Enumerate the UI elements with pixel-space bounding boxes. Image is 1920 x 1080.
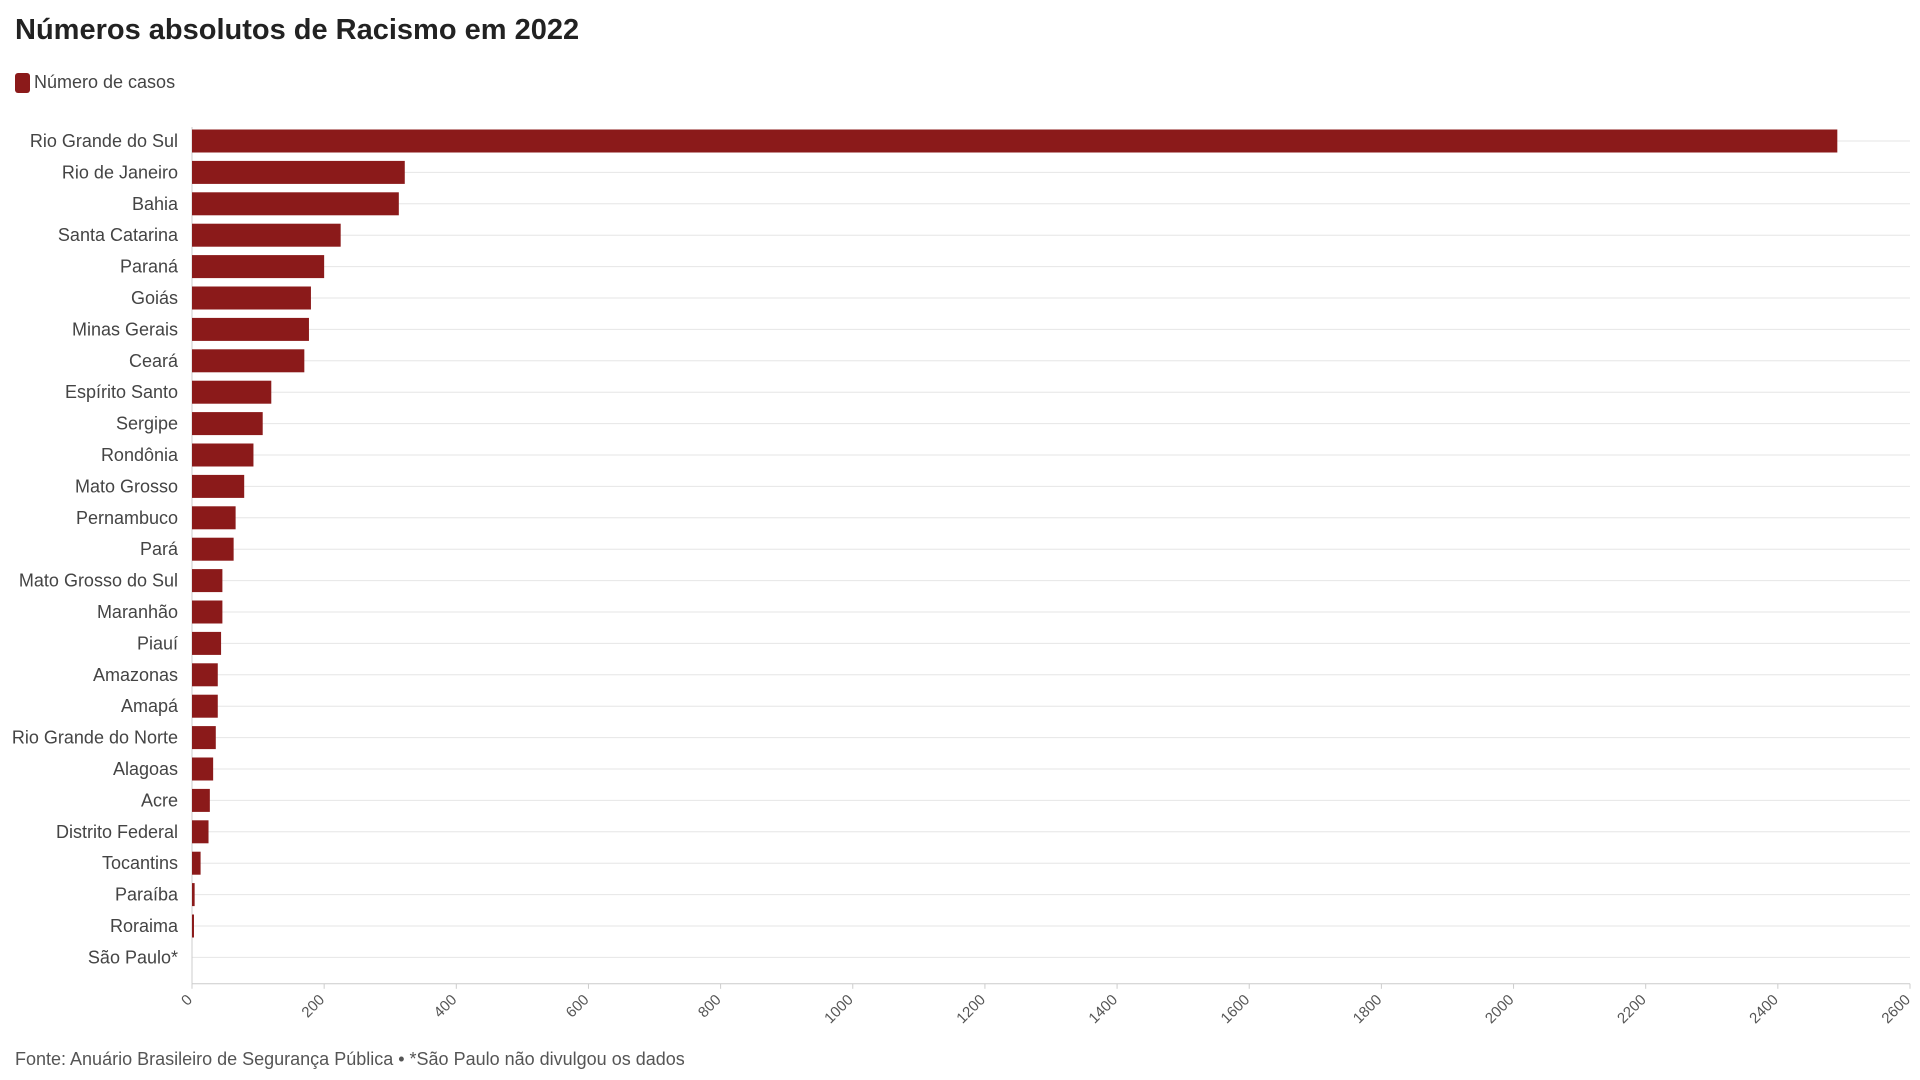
- bar-para-ba: [192, 883, 195, 907]
- legend-label: Número de casos: [34, 72, 176, 92]
- bar-pernambuco: [192, 506, 236, 530]
- bar-mato-grosso-do-sul: [192, 569, 223, 593]
- bar-chart: Rio Grande do Sul Rio de Janeiro Bahia Sant…: [12, 127, 1914, 1027]
- bar-roraima: [192, 914, 194, 938]
- bar-paran-: [192, 255, 325, 279]
- x-tick-label: 2000: [1482, 991, 1518, 1027]
- x-tick-label: 200: [298, 991, 328, 1021]
- bar-santa-catarina: [192, 223, 341, 247]
- category-label: Goiás: [131, 288, 178, 308]
- category-label: Sergipe: [116, 414, 178, 434]
- bar-piau-: [192, 631, 222, 655]
- x-tick-label: 1400: [1085, 991, 1121, 1027]
- category-label: Mato Grosso: [75, 476, 178, 496]
- bar-rio-de-janeiro: [192, 160, 405, 184]
- bar-minas-gerais: [192, 317, 309, 341]
- bar-amazonas: [192, 663, 218, 687]
- bar-rio-grande-do-sul: [192, 129, 1838, 153]
- category-label: Rondônia: [101, 445, 179, 465]
- category-label: Rio Grande do Sul: [30, 131, 178, 151]
- category-label: Maranhão: [97, 602, 178, 622]
- source-note: Fonte: Anuário Brasileiro de Segurança P…: [15, 1049, 685, 1069]
- x-tick-label: 1800: [1350, 991, 1386, 1027]
- x-tick-label: 2200: [1614, 991, 1650, 1027]
- bar-rond-nia: [192, 443, 254, 467]
- bar-esp-rito-santo: [192, 380, 272, 404]
- category-label: Paraíba: [115, 885, 179, 905]
- chart-title: Números absolutos de Racismo em 2022: [15, 14, 580, 46]
- bar-acre: [192, 788, 210, 812]
- category-label: Rio de Janeiro: [62, 162, 178, 182]
- category-label: Amazonas: [93, 665, 178, 685]
- category-label: Piauí: [137, 633, 178, 653]
- x-tick-label: 1000: [821, 991, 857, 1027]
- category-label: Minas Gerais: [72, 319, 178, 339]
- category-label: Espírito Santo: [65, 382, 178, 402]
- category-label: Santa Catarina: [58, 225, 179, 245]
- category-label: Amapá: [121, 696, 179, 716]
- x-tick-label: 600: [563, 991, 593, 1021]
- bar-cear-: [192, 349, 305, 373]
- category-label: Distrito Federal: [56, 822, 178, 842]
- bar-sergipe: [192, 412, 263, 436]
- bar-alagoas: [192, 757, 214, 781]
- bar-distrito-federal: [192, 820, 209, 844]
- category-label: Ceará: [129, 351, 179, 371]
- category-label: Pará: [140, 539, 179, 559]
- legend: Número de casos: [15, 72, 175, 93]
- x-tick-label: 1200: [953, 991, 989, 1027]
- bar-par-: [192, 537, 234, 561]
- x-tick-label: 1600: [1218, 991, 1254, 1027]
- bar-mato-grosso: [192, 474, 245, 498]
- bar-goi-s: [192, 286, 311, 310]
- category-label: Paraná: [120, 257, 179, 277]
- category-label: Mato Grosso do Sul: [19, 571, 178, 591]
- bar-bahia: [192, 192, 399, 216]
- x-tick-label: 0: [178, 991, 196, 1009]
- x-tick-label: 400: [431, 991, 461, 1021]
- bar-amap-: [192, 694, 218, 718]
- category-label: Alagoas: [113, 759, 178, 779]
- legend-swatch: [15, 72, 30, 93]
- category-label: Rio Grande do Norte: [12, 728, 178, 748]
- category-label: Tocantins: [102, 853, 178, 873]
- category-label: Acre: [141, 790, 178, 810]
- bar-rio-grande-do-norte: [192, 726, 216, 750]
- x-tick-label: 800: [695, 991, 725, 1021]
- x-tick-label: 2400: [1746, 991, 1782, 1027]
- x-tick-label: 2600: [1878, 991, 1914, 1027]
- bar-tocantins: [192, 851, 201, 875]
- category-label: Bahia: [132, 194, 179, 214]
- category-label: São Paulo*: [88, 947, 178, 967]
- bar-maranh-o: [192, 600, 223, 624]
- category-label: Roraima: [110, 916, 179, 936]
- category-label: Pernambuco: [76, 508, 178, 528]
